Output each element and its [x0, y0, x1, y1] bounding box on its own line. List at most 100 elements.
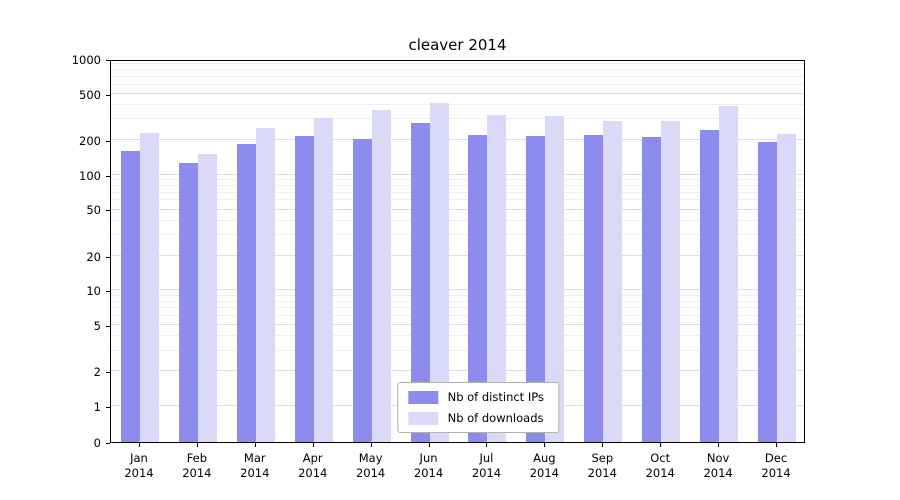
x-tick-mark	[138, 443, 140, 447]
y-tick-label: 20	[86, 249, 101, 264]
minor-gridline	[111, 219, 804, 221]
x-tick-label: Mar 2014	[240, 451, 270, 480]
y-tick-label: 2	[93, 365, 101, 380]
legend-swatch-downloads-icon	[408, 411, 439, 425]
major-gridline	[111, 324, 804, 326]
y-tick-mark	[106, 210, 110, 212]
x-tick-mark	[428, 443, 430, 447]
x-tick-label: Jun 2014	[413, 451, 444, 480]
x-tick-label: Sep 2014	[587, 451, 617, 480]
bar-distinct-ips-feb	[178, 163, 198, 442]
x-tick-mark	[486, 443, 488, 447]
minor-gridline	[111, 199, 804, 201]
minor-gridline	[111, 315, 804, 316]
bar-distinct-ips-jan	[120, 151, 140, 442]
bar-distinct-ips-jun	[410, 122, 430, 442]
x-tick-mark	[544, 443, 546, 447]
x-tick-label: Aug 2014	[529, 451, 560, 480]
x-tick-label: Nov 2014	[703, 451, 733, 480]
y-tick-mark	[106, 94, 110, 96]
x-tick-mark	[370, 443, 372, 447]
bar-distinct-ips-jul	[468, 135, 488, 442]
x-tick-mark	[660, 443, 662, 447]
minor-gridline	[111, 300, 804, 302]
y-tick-mark	[106, 372, 110, 374]
legend-swatch-distinct-ips-icon	[408, 390, 439, 404]
major-gridline	[111, 92, 804, 94]
major-gridline	[111, 289, 804, 291]
major-gridline	[111, 254, 804, 256]
y-tick-mark	[106, 175, 110, 177]
bar-distinct-ips-aug	[526, 136, 546, 442]
minor-gridline	[111, 335, 804, 337]
minor-gridline	[111, 69, 804, 71]
minor-gridline	[111, 184, 804, 186]
x-tick-label: Oct 2014	[645, 451, 675, 480]
y-tick-label: 5	[93, 319, 101, 334]
y-tick-label: 0	[93, 436, 101, 450]
y-tick-label: 1	[93, 400, 101, 414]
y-tick-label: 100	[79, 168, 101, 183]
minor-gridline	[111, 294, 804, 296]
minor-gridline	[111, 83, 804, 85]
bar-downloads-dec	[777, 133, 797, 442]
y-tick-mark	[106, 60, 110, 61]
y-tick-mark	[106, 291, 110, 293]
x-tick-label: Feb 2014	[182, 451, 212, 480]
x-tick-label: May 2014	[355, 451, 386, 480]
bar-distinct-ips-mar	[236, 143, 256, 442]
x-tick-mark	[196, 443, 198, 447]
bar-distinct-ips-dec	[758, 142, 778, 442]
bar-distinct-ips-apr	[294, 136, 314, 442]
minor-gridline	[111, 191, 804, 193]
legend-label-distinct-ips: Nb of distinct IPs	[447, 390, 544, 404]
minor-gridline	[111, 307, 804, 309]
y-tick-mark	[106, 256, 110, 258]
y-tick-label: 50	[86, 203, 101, 218]
chart-title: cleaver 2014	[408, 36, 507, 54]
x-tick-label: Apr 2014	[298, 451, 328, 480]
y-tick-mark	[106, 443, 110, 444]
bar-downloads-jul	[487, 114, 507, 442]
bar-distinct-ips-nov	[700, 129, 720, 442]
x-tick-mark	[776, 443, 778, 447]
x-tick-label: Jul 2014	[471, 451, 502, 480]
x-tick-mark	[602, 443, 604, 447]
bar-downloads-oct	[661, 121, 681, 442]
minor-gridline	[111, 178, 804, 180]
y-tick-label: 200	[79, 133, 101, 148]
x-tick-mark	[718, 443, 720, 447]
y-tick-mark	[106, 326, 110, 328]
plot-area: Nb of distinct IPs Nb of downloads	[110, 60, 805, 443]
bar-downloads-jan	[139, 132, 159, 442]
minor-gridline	[111, 234, 804, 236]
y-tick-mark	[106, 407, 110, 408]
bar-downloads-mar	[255, 127, 275, 442]
bar-downloads-feb	[197, 154, 217, 442]
minor-gridline	[111, 118, 804, 120]
bar-downloads-apr	[313, 117, 333, 442]
bar-downloads-nov	[719, 106, 739, 442]
bar-distinct-ips-oct	[642, 137, 662, 442]
bar-distinct-ips-may	[352, 138, 372, 442]
legend-item-downloads: Nb of downloads	[408, 411, 544, 425]
bar-downloads-aug	[545, 116, 565, 442]
major-gridline	[111, 208, 804, 210]
bar-downloads-jun	[429, 103, 449, 442]
y-tick-mark	[106, 140, 110, 142]
minor-gridline	[111, 63, 804, 65]
bar-downloads-sep	[603, 121, 623, 442]
minor-gridline	[111, 104, 804, 106]
legend-item-distinct-ips: Nb of distinct IPs	[408, 390, 544, 404]
x-tick-mark	[254, 443, 256, 447]
x-tick-mark	[312, 443, 314, 447]
minor-gridline	[111, 75, 804, 77]
minor-gridline	[111, 349, 804, 351]
x-tick-label: Dec 2014	[761, 451, 791, 480]
bar-distinct-ips-sep	[584, 135, 604, 442]
x-tick-label: Jan 2014	[124, 451, 154, 480]
y-tick-label: 1000	[71, 53, 101, 67]
major-gridline	[111, 370, 804, 372]
legend-label-downloads: Nb of downloads	[447, 411, 544, 425]
